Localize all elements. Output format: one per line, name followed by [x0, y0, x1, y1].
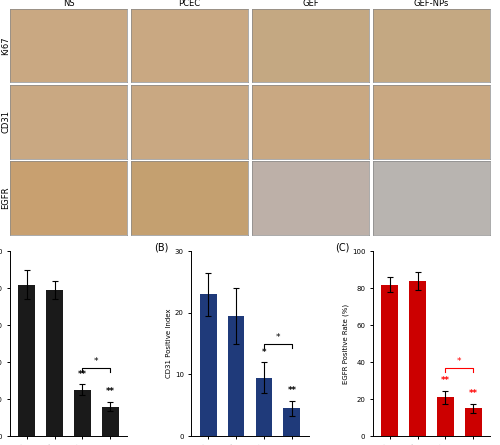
Bar — [437, 397, 454, 436]
Y-axis label: CD31: CD31 — [2, 110, 11, 134]
Bar — [200, 295, 216, 436]
Bar — [228, 316, 244, 436]
Bar — [284, 409, 300, 436]
Y-axis label: Ki67: Ki67 — [2, 36, 11, 55]
Text: (B): (B) — [154, 242, 168, 252]
Text: **: ** — [469, 389, 478, 398]
Title: GEF-NPs: GEF-NPs — [414, 0, 449, 8]
Title: GEF: GEF — [302, 0, 319, 8]
Text: **: ** — [106, 387, 115, 396]
Bar — [102, 407, 118, 436]
Bar — [18, 284, 35, 436]
Bar — [465, 409, 481, 436]
Text: *: * — [457, 357, 462, 366]
Bar — [409, 281, 426, 436]
Bar — [74, 390, 91, 436]
Text: *: * — [94, 357, 98, 366]
Text: *: * — [262, 348, 266, 356]
Y-axis label: EGFR Positive Rate (%): EGFR Positive Rate (%) — [342, 303, 349, 384]
Text: **: ** — [288, 386, 296, 396]
Text: **: ** — [441, 376, 450, 385]
Y-axis label: CD31 Positive Index: CD31 Positive Index — [166, 309, 172, 378]
Bar — [382, 284, 398, 436]
Text: *: * — [276, 333, 280, 342]
Title: PCEC: PCEC — [178, 0, 201, 8]
Bar — [46, 290, 63, 436]
Text: (C): (C) — [336, 242, 350, 252]
Title: NS: NS — [63, 0, 74, 8]
Text: **: ** — [78, 370, 87, 379]
Bar — [256, 377, 272, 436]
Y-axis label: EGFR: EGFR — [2, 187, 11, 210]
